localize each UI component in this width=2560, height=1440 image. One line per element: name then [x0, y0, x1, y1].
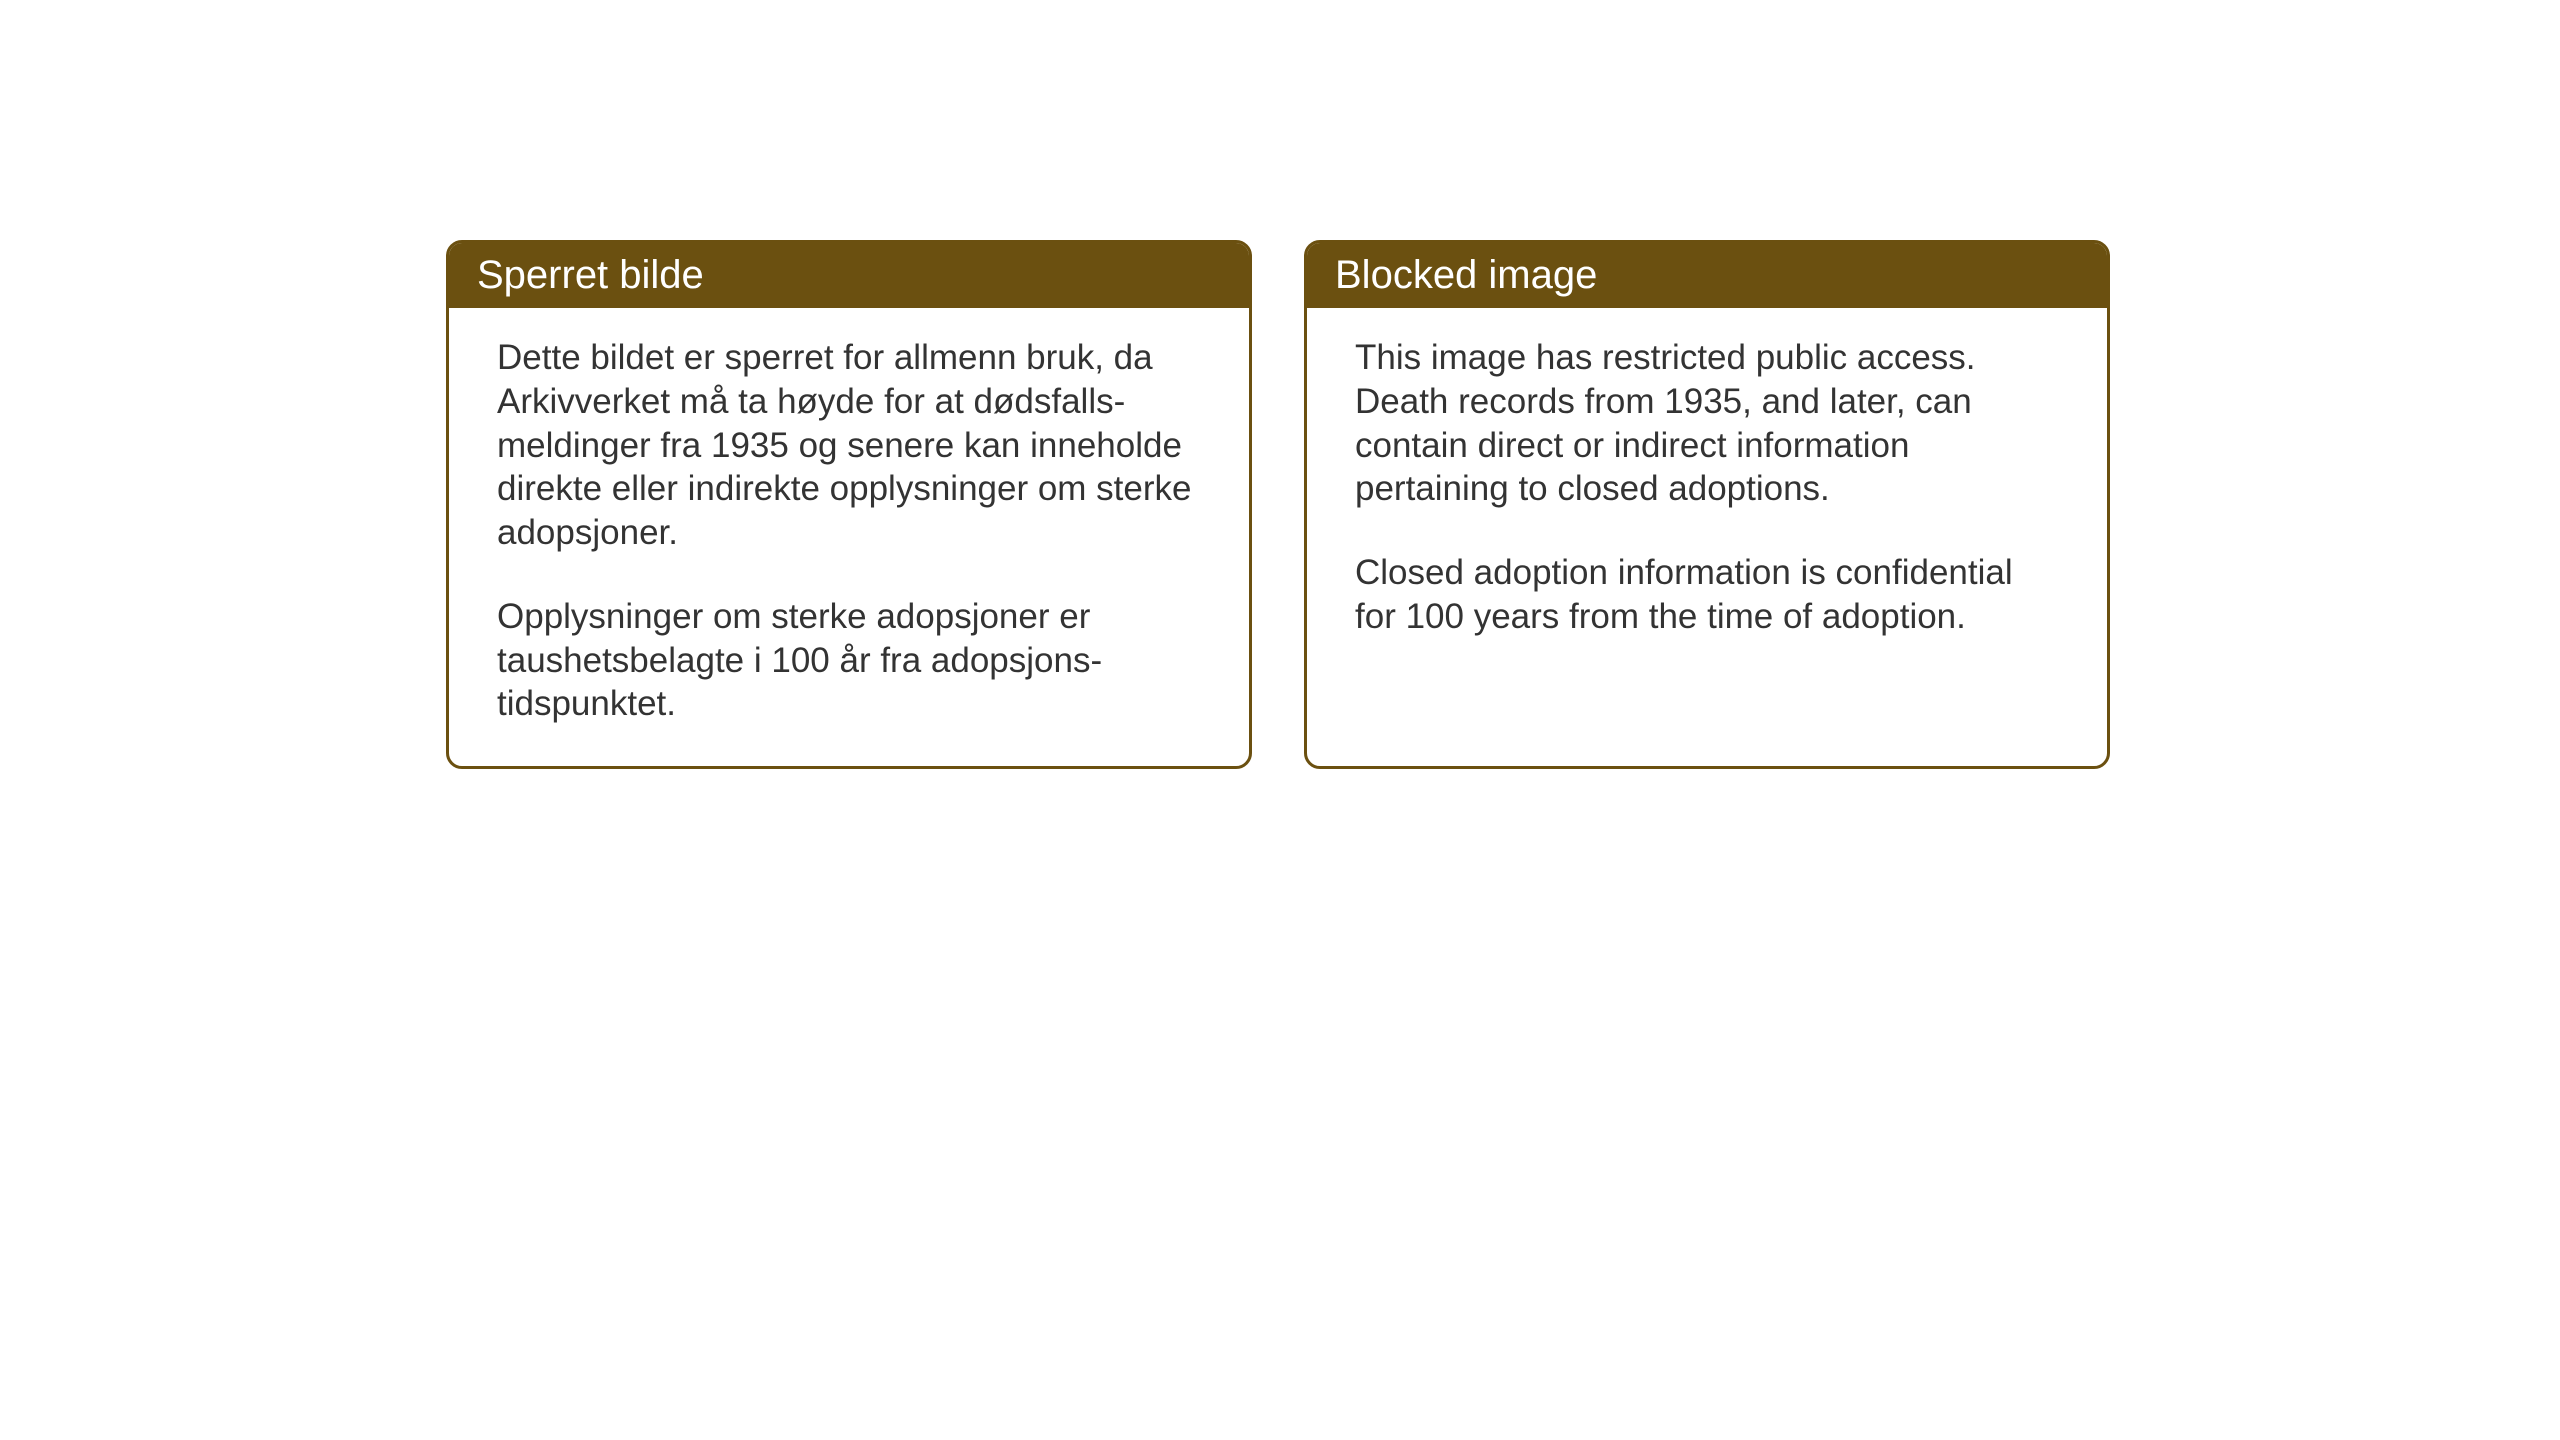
notice-paragraph-2-english: Closed adoption information is confident… [1355, 551, 2059, 639]
notice-paragraph-2-norwegian: Opplysninger om sterke adopsjoner er tau… [497, 595, 1201, 726]
notice-title-norwegian: Sperret bilde [477, 253, 704, 297]
notice-card-norwegian: Sperret bilde Dette bildet er sperret fo… [446, 240, 1252, 769]
notice-paragraph-1-norwegian: Dette bildet er sperret for allmenn bruk… [497, 336, 1201, 555]
notice-body-norwegian: Dette bildet er sperret for allmenn bruk… [449, 308, 1249, 766]
notice-paragraph-1-english: This image has restricted public access.… [1355, 336, 2059, 511]
notice-body-english: This image has restricted public access.… [1307, 308, 2107, 679]
notice-header-english: Blocked image [1307, 243, 2107, 308]
notice-container: Sperret bilde Dette bildet er sperret fo… [446, 240, 2110, 769]
notice-header-norwegian: Sperret bilde [449, 243, 1249, 308]
notice-card-english: Blocked image This image has restricted … [1304, 240, 2110, 769]
notice-title-english: Blocked image [1335, 253, 1597, 297]
